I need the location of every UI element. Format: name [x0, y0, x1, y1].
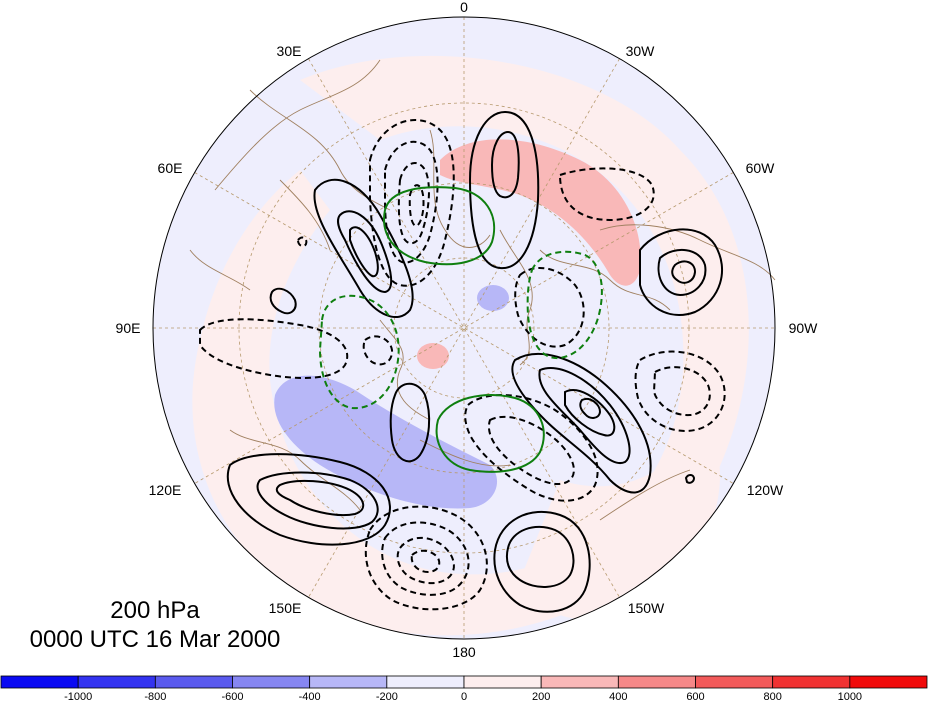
- colorbar-box: [463, 675, 542, 689]
- coastlines: [189, 59, 776, 521]
- colorbar-box: [232, 675, 311, 689]
- colorbar-box: [695, 675, 774, 689]
- lon-label-0: 0: [460, 0, 468, 15]
- green-solid-north: [383, 186, 496, 266]
- colorbar-box: [77, 675, 156, 689]
- lon-label-150w: 150W: [628, 600, 665, 616]
- colorbar-tick-label: -400: [299, 691, 321, 702]
- colorbar-box: [772, 675, 851, 689]
- colorbar-box: [617, 675, 696, 689]
- longitude-labels: 0 30W 60W 90W 120W 150W 180 150E 120E 90…: [116, 0, 819, 660]
- contours-green: [383, 186, 545, 473]
- colorbar-tick-label: -1000: [64, 691, 92, 702]
- time-caption: 0000 UTC 16 Mar 2000: [30, 626, 281, 653]
- lon-label-60e: 60E: [158, 160, 183, 176]
- graticule: [153, 17, 775, 639]
- colorbar-tick-label: 400: [609, 691, 627, 702]
- contours-dashed-black: [199, 119, 726, 611]
- colorbar-box: [386, 675, 465, 689]
- lon-label-30e: 30E: [277, 43, 302, 59]
- shading-red-atlantic: [440, 139, 641, 286]
- lon-label-60w: 60W: [746, 160, 776, 176]
- colorbar-tick-label: 1000: [838, 691, 862, 702]
- colorbar-tick-label: 0: [461, 691, 467, 702]
- lon-label-180: 180: [452, 644, 476, 660]
- colorbar-tick-label: -200: [376, 691, 398, 702]
- colorbar-box: [309, 675, 388, 689]
- colorbar-box: [0, 675, 79, 689]
- colorbar-tick-label: -600: [221, 691, 243, 702]
- colorbar: -1000 -800 -600 -400 -200 0 200 400 600 800 1000: [0, 675, 928, 702]
- green-solid-south: [435, 394, 545, 473]
- colorbar-box: [154, 675, 233, 689]
- lon-label-90e: 90E: [116, 320, 141, 336]
- map-boundary: [152, 16, 776, 640]
- level-caption: 200 hPa: [110, 597, 200, 624]
- lon-label-150e: 150E: [269, 600, 302, 616]
- colorbar-tick-label: -800: [144, 691, 166, 702]
- colorbar-box: [849, 675, 928, 689]
- shading-red-pole: [417, 343, 449, 369]
- colorbar-box: [540, 675, 619, 689]
- lon-label-30w: 30W: [626, 43, 656, 59]
- contours-green-dashed: [318, 250, 603, 410]
- colorbar-tick-label: 200: [532, 691, 550, 702]
- lon-label-120w: 120W: [747, 482, 784, 498]
- shading-blue-asia: [274, 375, 498, 509]
- shading-blue-greenland: [477, 285, 509, 311]
- lon-label-90w: 90W: [789, 320, 819, 336]
- colorbar-tick-label: 800: [763, 691, 781, 702]
- colorbar-tick-label: 600: [686, 691, 704, 702]
- lon-label-120e: 120E: [149, 482, 182, 498]
